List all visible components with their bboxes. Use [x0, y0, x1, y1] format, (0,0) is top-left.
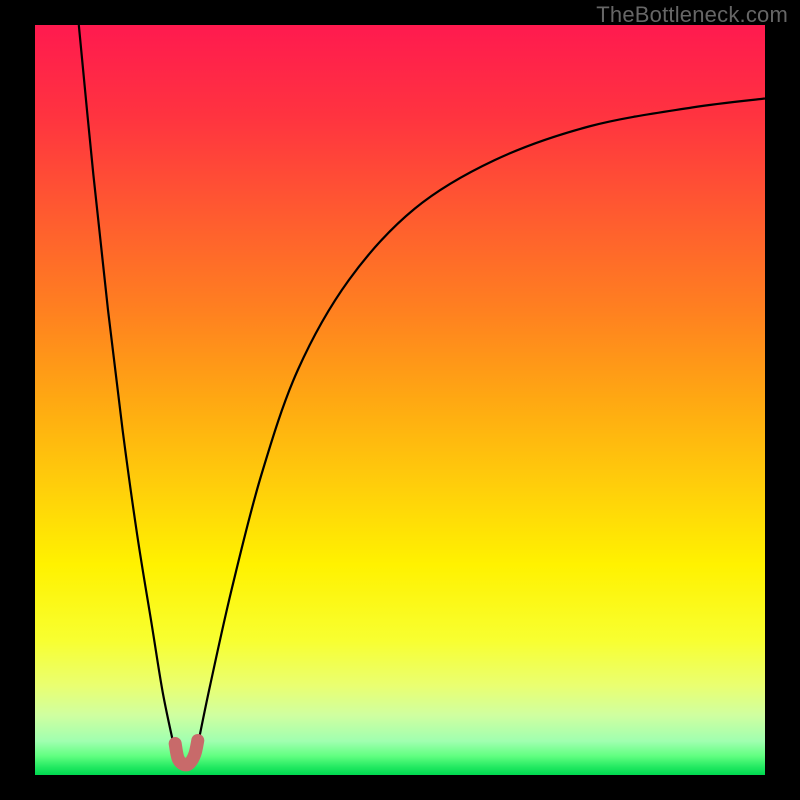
plot-background	[35, 25, 765, 775]
chart-container: { "watermark": { "text": "TheBottleneck.…	[0, 0, 800, 800]
watermark-text: TheBottleneck.com	[596, 2, 788, 28]
bottleneck-chart	[0, 0, 800, 800]
